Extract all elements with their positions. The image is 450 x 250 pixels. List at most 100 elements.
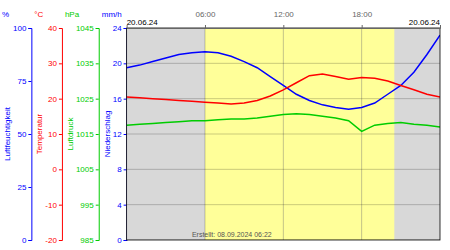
value-axis: 1045 1035 1025 1015 1005 995 985 (76, 24, 99, 245)
axis-unit: mm/h (102, 10, 122, 19)
tick-mark (96, 240, 99, 241)
axis-title: Luftfeuchtigkeit (3, 106, 12, 161)
tick-mark (124, 28, 127, 29)
tick: -10 (45, 201, 62, 210)
tick-mark (59, 205, 62, 206)
tick: 1025 (76, 95, 99, 104)
tick-label: 75 (17, 77, 26, 86)
tick-mark (59, 99, 62, 100)
x-axis: 06:00 12:00 18:00 (127, 10, 440, 29)
tick: 8 (117, 165, 126, 174)
tick-mark (59, 28, 62, 29)
axis-unit: hPa (65, 10, 80, 19)
tick: 24 (113, 24, 127, 33)
plot-frame (127, 28, 440, 240)
tick-mark (205, 25, 206, 28)
tick-label: 12 (113, 130, 122, 139)
tick-label: 06:00 (195, 10, 216, 19)
tick-mark (28, 134, 31, 135)
tick-label: 100 (13, 24, 27, 33)
tick: 1045 (76, 24, 99, 33)
tick-label: 0 (117, 236, 122, 245)
tick-mark (124, 169, 127, 170)
tick: 1005 (76, 165, 99, 174)
tick-label: 1025 (76, 95, 94, 104)
axis-title: Niederschlag (103, 111, 112, 158)
tick-label: -10 (45, 201, 57, 210)
tick-mark (28, 240, 31, 241)
tick-mark (124, 240, 127, 241)
tick-label: 40 (48, 24, 57, 33)
tick-mark (96, 99, 99, 100)
tick-label: -20 (45, 236, 57, 245)
tick-label: 12:00 (274, 10, 295, 19)
axis-line (96, 29, 100, 241)
tick-mark (28, 81, 31, 82)
tick: 4 (117, 201, 126, 210)
grid-line (283, 28, 284, 240)
tick: 30 (48, 59, 62, 68)
tick: 0 (22, 236, 31, 245)
tick: 0 (117, 236, 126, 245)
tick: 12:00 (274, 10, 295, 28)
tick-label: 18:00 (352, 10, 373, 19)
tick: 1035 (76, 59, 99, 68)
tick: 10 (48, 130, 62, 139)
tick-label: 24 (113, 24, 122, 33)
series-line (127, 35, 440, 109)
axis-line (59, 29, 63, 241)
tick-label: 1015 (76, 130, 94, 139)
tick-mark (59, 240, 62, 241)
axis-title: Luftdruck (66, 117, 75, 151)
tick-label: 1035 (76, 59, 94, 68)
tick-mark (59, 169, 62, 170)
value-axis: 24 20 16 12 8 4 0 (113, 24, 127, 245)
tick-label: 10 (48, 130, 57, 139)
tick-mark (96, 28, 99, 29)
tick-mark (96, 169, 99, 170)
axis-unit: % (2, 10, 9, 19)
value-axis: 1007550250 (13, 24, 32, 245)
tick: 40 (48, 24, 62, 33)
tick-label: 20 (48, 95, 57, 104)
plot-area (127, 28, 440, 240)
grid-line (204, 28, 205, 240)
tick: 12 (113, 130, 127, 139)
tick: 16 (113, 95, 127, 104)
night-background (127, 28, 440, 240)
tick: 0 (52, 165, 61, 174)
tick-mark (96, 134, 99, 135)
annotation: 20.06.24 (127, 18, 159, 27)
tick-label: 995 (80, 201, 94, 210)
chart: 1007550250Luftfeuchtigkeit%403020100-10-… (0, 0, 450, 250)
tick: 985 (80, 236, 98, 245)
tick-mark (283, 25, 284, 28)
tick-mark (96, 63, 99, 64)
tick-mark (362, 25, 363, 28)
tick-label: 1005 (76, 165, 94, 174)
tick-label: 16 (113, 95, 122, 104)
annotation: 20.06.24 (409, 18, 441, 27)
tick-mark (124, 134, 127, 135)
tick-label: 0 (52, 165, 57, 174)
tick: 20 (113, 59, 127, 68)
tick-mark (96, 205, 99, 206)
tick-label: 4 (117, 201, 122, 210)
tick-mark (124, 63, 127, 64)
tick: 18:00 (352, 10, 373, 28)
tick-label: 50 (17, 130, 26, 139)
tick-label: 1045 (76, 24, 94, 33)
axis-line (28, 29, 32, 241)
tick-mark (59, 134, 62, 135)
axis-unit: °C (34, 10, 43, 19)
tick: 1015 (76, 130, 99, 139)
tick: -20 (45, 236, 62, 245)
tick: 100 (13, 24, 31, 33)
tick-label: 0 (22, 236, 27, 245)
tick-mark (59, 63, 62, 64)
tick-label: 30 (48, 59, 57, 68)
tick: 50 (17, 130, 31, 139)
grid-line (361, 28, 362, 240)
annotation: Erstellt: 08.09.2024 06:22 (192, 231, 272, 238)
tick: 20 (48, 95, 62, 104)
